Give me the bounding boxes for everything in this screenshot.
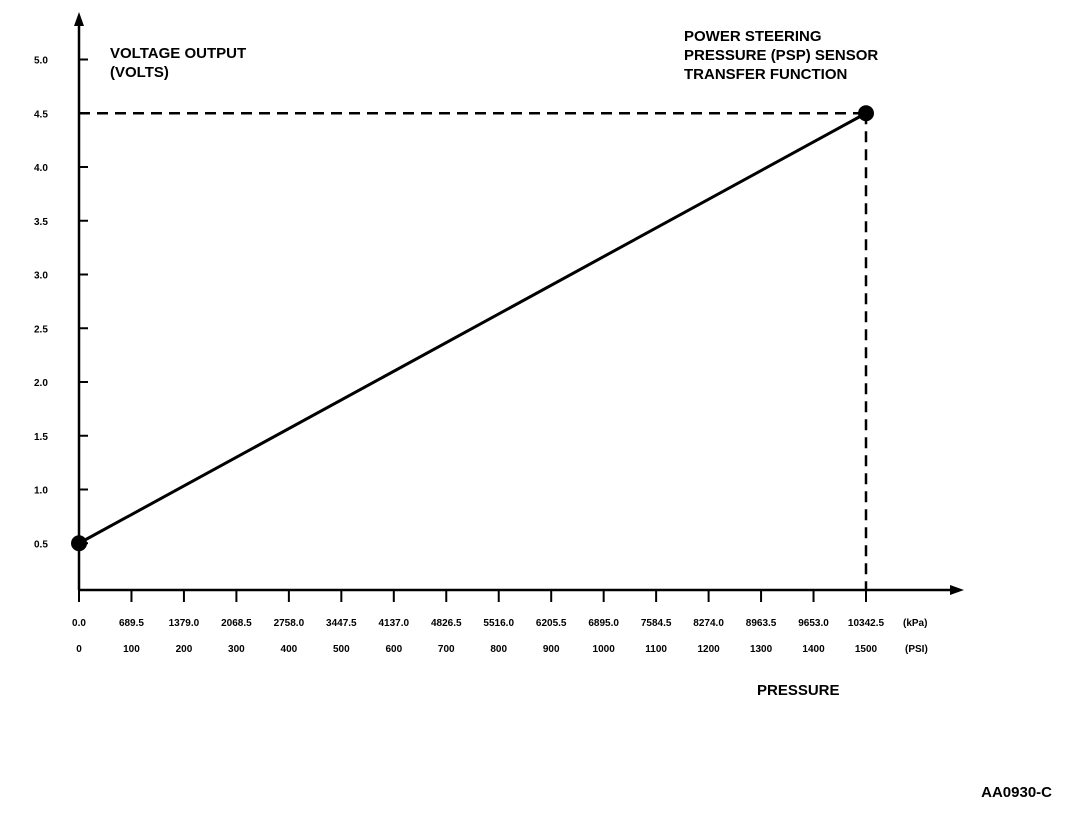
- x-tick-label-kpa: 7584.5: [641, 618, 672, 629]
- x-tick-label-kpa: 10342.5: [848, 618, 885, 629]
- chart-title-line-2: PRESSURE (PSP) SENSOR: [684, 47, 878, 64]
- reference-lines: [79, 112, 868, 590]
- x-ticks: 0.0 0 689.5 100 1379.0 200 2068.5 300 2758.0 400 3…: [72, 590, 885, 655]
- x-tick-label-kpa: 4826.5: [431, 618, 462, 629]
- x-tick-label-kpa: 5516.0: [483, 618, 514, 629]
- x-tick-label-psi: 900: [543, 644, 560, 655]
- series-line: [78, 111, 867, 545]
- y-axis-label-line-1: VOLTAGE OUTPUT: [110, 45, 246, 62]
- figure-id: AA0930-C: [981, 784, 1052, 801]
- x-tick-label-kpa: 0.0: [72, 618, 86, 629]
- x-tick-label-psi: 400: [281, 644, 298, 655]
- x-tick-label-psi: 600: [385, 644, 402, 655]
- x-tick-label-kpa: 6205.5: [536, 618, 567, 629]
- y-tick-label: 3.0: [34, 271, 48, 282]
- y-tick-label: 1.0: [34, 486, 48, 497]
- x-tick-label-psi: 500: [333, 644, 350, 655]
- x-tick-label-psi: 1200: [697, 644, 720, 655]
- chart-title-line-1: POWER STEERING: [684, 28, 822, 45]
- x-tick-label-kpa: 2758.0: [274, 618, 305, 629]
- y-tick-label: 2.0: [34, 378, 48, 389]
- y-tick-label: 4.0: [34, 163, 48, 174]
- x-axis-arrow: [950, 585, 964, 595]
- x-tick-label-kpa: 9653.0: [798, 618, 829, 629]
- y-axis-arrow: [74, 12, 84, 26]
- y-tick-label: 2.5: [34, 324, 48, 335]
- x-unit-psi: (PSI): [905, 644, 928, 655]
- data-point: [858, 105, 874, 122]
- x-unit-kpa: (kPa): [903, 618, 927, 629]
- x-tick-label-kpa: 8963.5: [746, 618, 777, 629]
- x-tick-label-psi: 1100: [645, 644, 667, 655]
- x-tick-label-psi: 300: [228, 644, 245, 655]
- data-point: [71, 535, 87, 552]
- x-tick-label-kpa: 3447.5: [326, 618, 357, 629]
- x-tick-label-psi: 700: [438, 644, 455, 655]
- y-tick-label: 0.5: [34, 539, 48, 550]
- x-tick-label-psi: 100: [123, 644, 140, 655]
- x-tick-label-psi: 800: [490, 644, 507, 655]
- y-tick-label: 1.5: [34, 432, 48, 443]
- y-tick-label: 3.5: [34, 217, 48, 228]
- x-tick-label-psi: 1300: [750, 644, 773, 655]
- y-axis-label-line-2: (VOLTS): [110, 64, 169, 81]
- x-tick-label-kpa: 4137.0: [379, 618, 410, 629]
- x-tick-label-psi: 200: [176, 644, 193, 655]
- x-tick-label-kpa: 689.5: [119, 618, 144, 629]
- chart-title-line-3: TRANSFER FUNCTION: [684, 66, 847, 83]
- x-tick-label-psi: 1000: [593, 644, 616, 655]
- x-tick-label-kpa: 8274.0: [693, 618, 724, 629]
- x-tick-label-kpa: 6895.0: [588, 618, 619, 629]
- y-tick-label: 5.0: [34, 56, 48, 67]
- x-tick-label-kpa: 1379.0: [169, 618, 200, 629]
- x-axis-label: PRESSURE: [757, 682, 840, 699]
- x-tick-label-psi: 0: [76, 644, 82, 655]
- x-tick-label-kpa: 2068.5: [221, 618, 252, 629]
- series-layer: [71, 105, 874, 552]
- x-tick-label-psi: 1400: [802, 644, 825, 655]
- x-tick-label-psi: 1500: [855, 644, 878, 655]
- y-tick-label: 4.5: [34, 109, 48, 120]
